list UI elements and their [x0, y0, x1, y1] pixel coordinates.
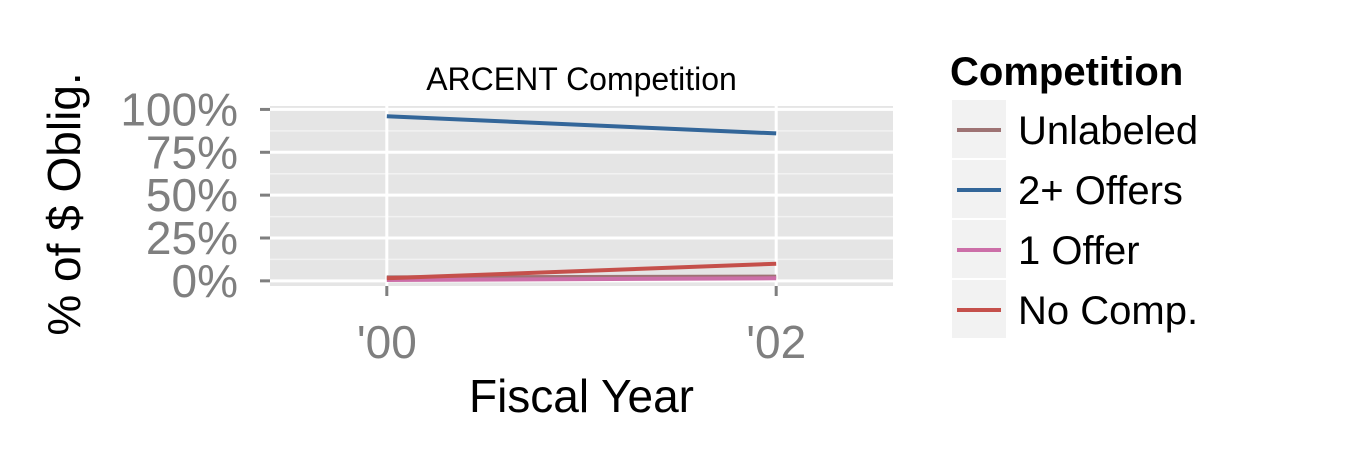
x-tick-label: '00 — [357, 316, 417, 368]
grid-minor — [270, 130, 893, 261]
x-tick-label: '02 — [746, 316, 806, 368]
y-tick-label: 100% — [120, 83, 238, 135]
legend-item-no-comp: No Comp. — [952, 280, 1198, 338]
legend-label: 2+ Offers — [1018, 169, 1183, 213]
series-lines — [386, 114, 777, 282]
y-tick-label: 75% — [146, 126, 238, 178]
y-tick-label: 25% — [146, 212, 238, 264]
grid-major — [270, 106, 893, 286]
legend-item-unlabeled: Unlabeled — [952, 100, 1198, 158]
legend-label: Unlabeled — [1018, 109, 1198, 153]
legend-label: 1 Offer — [1018, 229, 1140, 273]
series-line-2-offers — [386, 114, 777, 136]
legend-item-2-offers: 2+ Offers — [952, 160, 1183, 218]
legend-items: Unlabeled 2+ Offers 1 Offer No Comp. — [952, 100, 1198, 338]
series-line-1-offer — [386, 276, 777, 282]
series-line-no-comp — [386, 261, 777, 281]
legend-item-1-offer: 1 Offer — [952, 220, 1140, 278]
y-axis-title: % of $ Oblig. — [38, 72, 90, 335]
legend-title: Competition — [950, 50, 1183, 94]
legend: Competition Unlabeled 2+ Offers 1 Offer No … — [950, 50, 1198, 338]
y-axis: 0%25%50%75%100% — [120, 83, 270, 307]
y-tick-label: 0% — [172, 255, 238, 307]
chart-title: ARCENT Competition — [426, 61, 737, 97]
x-axis-title: Fiscal Year — [469, 370, 694, 422]
x-axis: '00 '02 — [357, 286, 806, 368]
y-tick-label: 50% — [146, 169, 238, 221]
legend-label: No Comp. — [1018, 289, 1198, 333]
